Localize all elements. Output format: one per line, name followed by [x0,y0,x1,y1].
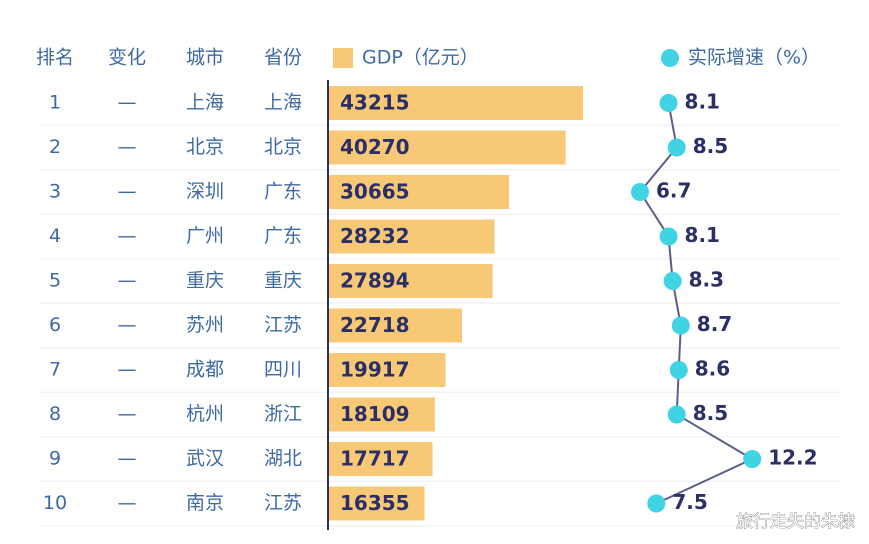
value-label: 8.5 [693,401,728,425]
bar [328,219,495,254]
value-label: 18109 [340,402,410,426]
bar [328,486,425,521]
cell: 广东 [264,225,302,247]
cell: 北京 [264,136,302,158]
value-label: 40270 [340,135,410,159]
column-header: 城市 [186,47,224,69]
column-header: 变化 [108,47,146,69]
cell: — [118,492,137,514]
cell: 5 [49,270,61,292]
cell: 深圳 [186,181,224,203]
cell: 杭州 [186,403,224,425]
cell: 江苏 [264,314,302,336]
watermark: 旅行走失的朱棣 [736,512,855,532]
cell: 8 [49,403,61,425]
value-label: 16355 [340,491,410,515]
growth-point [659,227,678,246]
value-label: 7.5 [672,490,707,514]
cell: 湖北 [264,448,302,470]
growth-point [669,361,688,379]
cell: 6 [49,314,61,336]
cell: 浙江 [264,403,302,425]
cell: 9 [49,448,61,470]
cell: 成都 [186,359,224,381]
cell: 南京 [186,492,224,514]
growth-point [647,494,666,513]
cell: — [118,225,137,247]
cell: 7 [49,359,61,381]
legend-label: 实际增速（%） [688,47,820,69]
cell: — [118,448,137,470]
cell: 广州 [186,225,224,247]
cell: 重庆 [264,270,302,292]
bar [328,353,446,387]
cell: — [118,136,137,158]
value-label: 19917 [340,358,410,382]
value-label: 17717 [340,447,410,471]
cell: — [118,92,137,114]
growth-line [638,102,755,505]
value-label: 8.1 [685,223,720,247]
cell: 4 [49,225,61,247]
bar [328,308,463,343]
growth-point [667,138,686,157]
cell: 广东 [264,181,302,203]
cell: 江苏 [264,492,302,514]
legend-swatch [661,49,679,67]
bar [328,86,583,120]
value-label: 43215 [340,91,410,115]
value-label: 27894 [340,269,410,293]
cell: 上海 [186,92,224,114]
bar [328,442,433,476]
cell: — [118,270,137,292]
value-label: 22718 [340,313,410,337]
growth-point [671,316,690,335]
bar [328,130,566,165]
legend-swatch [333,48,353,68]
cell: 1 [49,92,61,114]
growth-point [663,272,682,290]
growth-point [631,183,649,201]
cell: 北京 [186,136,224,158]
cell: 四川 [264,359,302,381]
cell: 武汉 [186,448,224,470]
bar [328,264,493,298]
cell: — [118,181,137,203]
cell: 苏州 [186,314,224,336]
value-label: 8.7 [697,312,732,336]
cell: 上海 [264,92,302,114]
value-label: 8.5 [693,134,728,158]
cell: — [118,314,137,336]
bar [328,397,435,432]
legend-label: GDP（亿元） [362,47,479,69]
value-label: 6.7 [656,179,691,203]
bar [328,175,509,209]
cell: — [118,359,137,381]
growth-point [659,94,678,112]
cell: 10 [43,492,67,514]
cell: 3 [49,181,61,203]
value-label: 30665 [340,180,410,204]
growth-point [667,405,686,424]
value-label: 8.1 [685,90,720,114]
value-label: 8.6 [695,357,730,381]
column-header: 省份 [264,47,302,69]
value-label: 12.2 [768,446,817,470]
cell: — [118,403,137,425]
column-header: 排名 [36,47,74,69]
cell: 2 [49,136,61,158]
value-label: 8.3 [689,268,724,292]
growth-point [743,450,762,468]
value-label: 28232 [340,224,410,248]
cell: 重庆 [186,270,224,292]
